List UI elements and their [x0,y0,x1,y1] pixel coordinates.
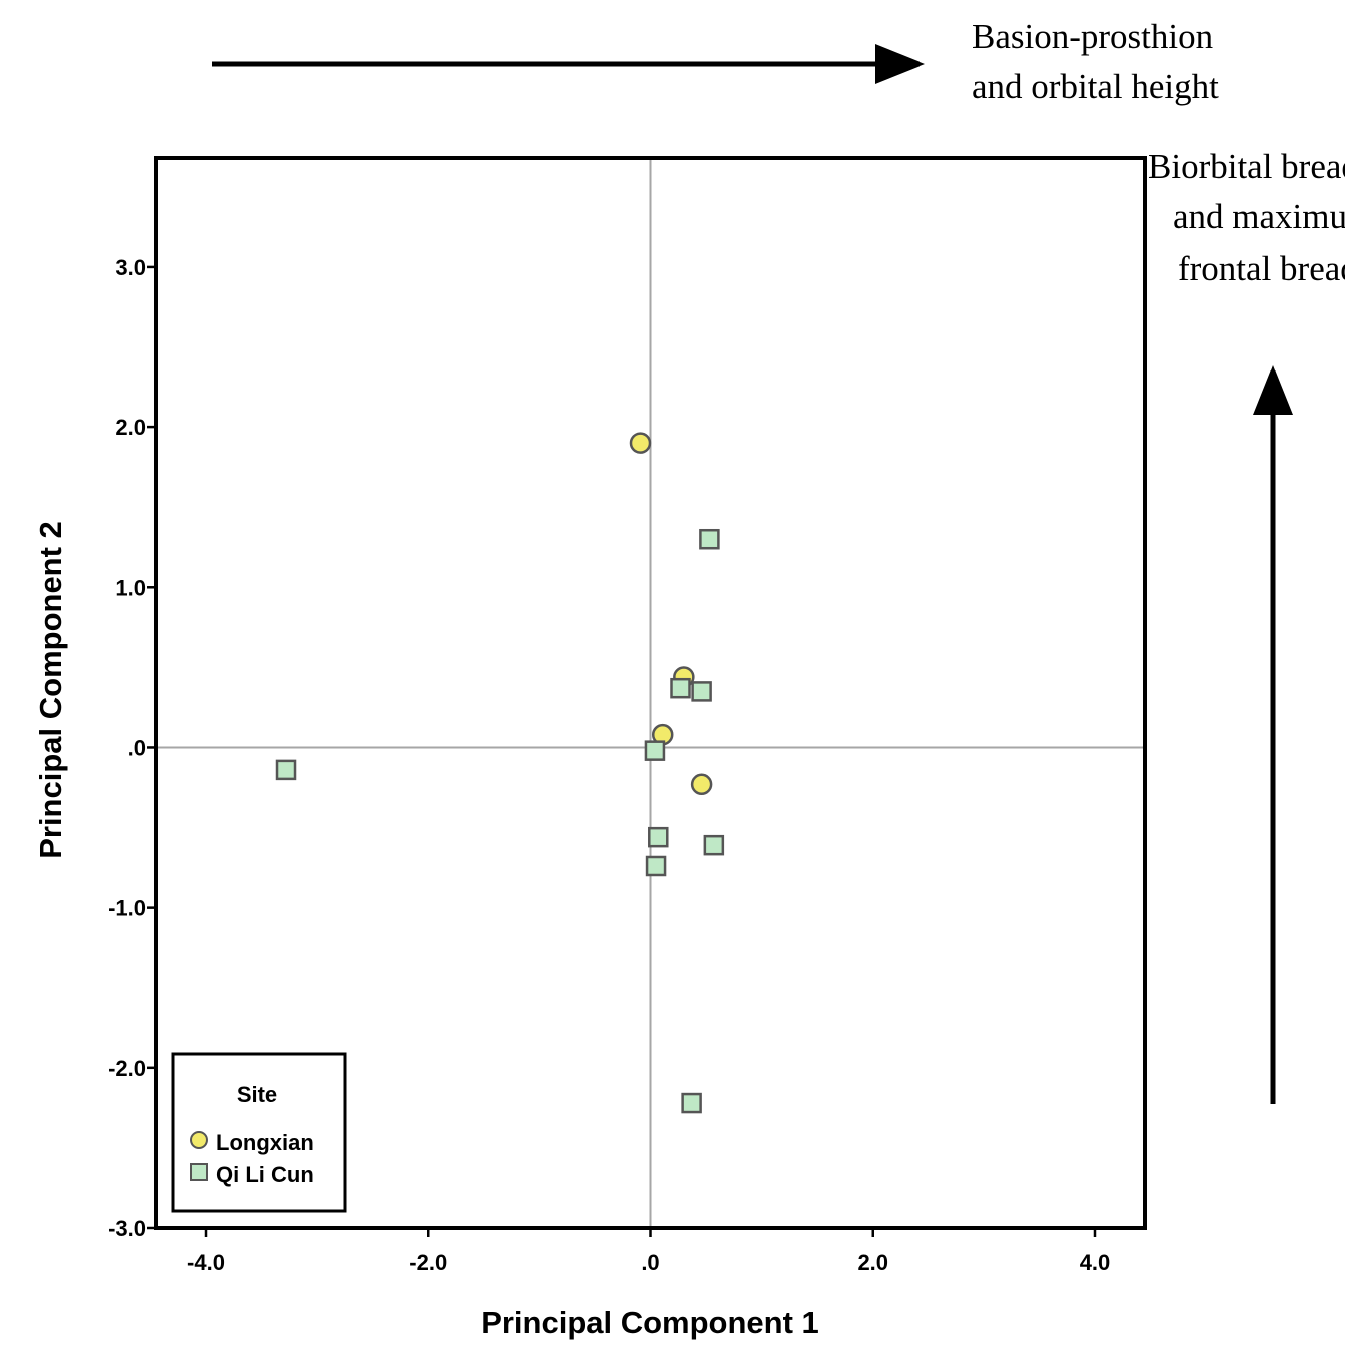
y-tick-label: .0 [128,735,146,760]
x-tick-label: -2.0 [409,1250,447,1275]
y-direction-label-line3: frontal breadth [1178,249,1345,288]
y-direction-label-line1: Biorbital breadth [1148,147,1345,186]
y-tick-label: 3.0 [115,255,146,280]
x-tick-label: 2.0 [857,1250,888,1275]
y-direction-annotation: Biorbital breadth and maximum frontal br… [1148,147,1345,1104]
x-direction-annotation: Basion-prosthion and orbital height [212,17,1219,106]
y-tick-label: -2.0 [108,1056,146,1081]
point-qilicun [275,759,297,781]
point-qilicun [703,834,725,856]
legend-label-longxian: Longxian [216,1130,314,1155]
x-axis-ticks: -4.0 -2.0 .0 2.0 4.0 [187,1228,1110,1275]
x-direction-label-line2: and orbital height [972,67,1219,106]
y-direction-label-line2: and maximum [1173,197,1345,236]
x-axis-title: Principal Component 1 [481,1305,819,1340]
point-qilicun [648,826,669,848]
x-tick-label: -4.0 [187,1250,225,1275]
legend-title: Site [237,1082,277,1107]
point-qilicun [670,677,691,699]
x-tick-label: 4.0 [1080,1250,1111,1275]
x-tick-label: .0 [641,1250,659,1275]
point-longxian [690,773,713,796]
legend: Site Longxian Qi Li Cun [171,1052,347,1213]
y-tick-label: -1.0 [108,896,146,921]
y-tick-label: 2.0 [115,415,146,440]
legend-marker-longxian [190,1131,208,1149]
legend-marker-qilicun [190,1163,208,1181]
y-axis-ticks: 3.0 2.0 1.0 .0 -1.0 -2.0 -3.0 [108,255,156,1241]
point-qilicun [681,1092,702,1114]
y-tick-label: 1.0 [115,575,146,600]
legend-label-qilicun: Qi Li Cun [216,1162,314,1187]
x-direction-label-line1: Basion-prosthion [972,17,1213,56]
y-tick-label: -3.0 [108,1216,146,1241]
point-longxian [629,432,652,454]
point-qilicun [691,681,712,702]
data-points [275,432,725,1114]
point-qilicun [699,528,720,550]
y-axis-title: Principal Component 2 [33,521,68,859]
point-qilicun [645,855,667,877]
point-qilicun [644,740,666,761]
